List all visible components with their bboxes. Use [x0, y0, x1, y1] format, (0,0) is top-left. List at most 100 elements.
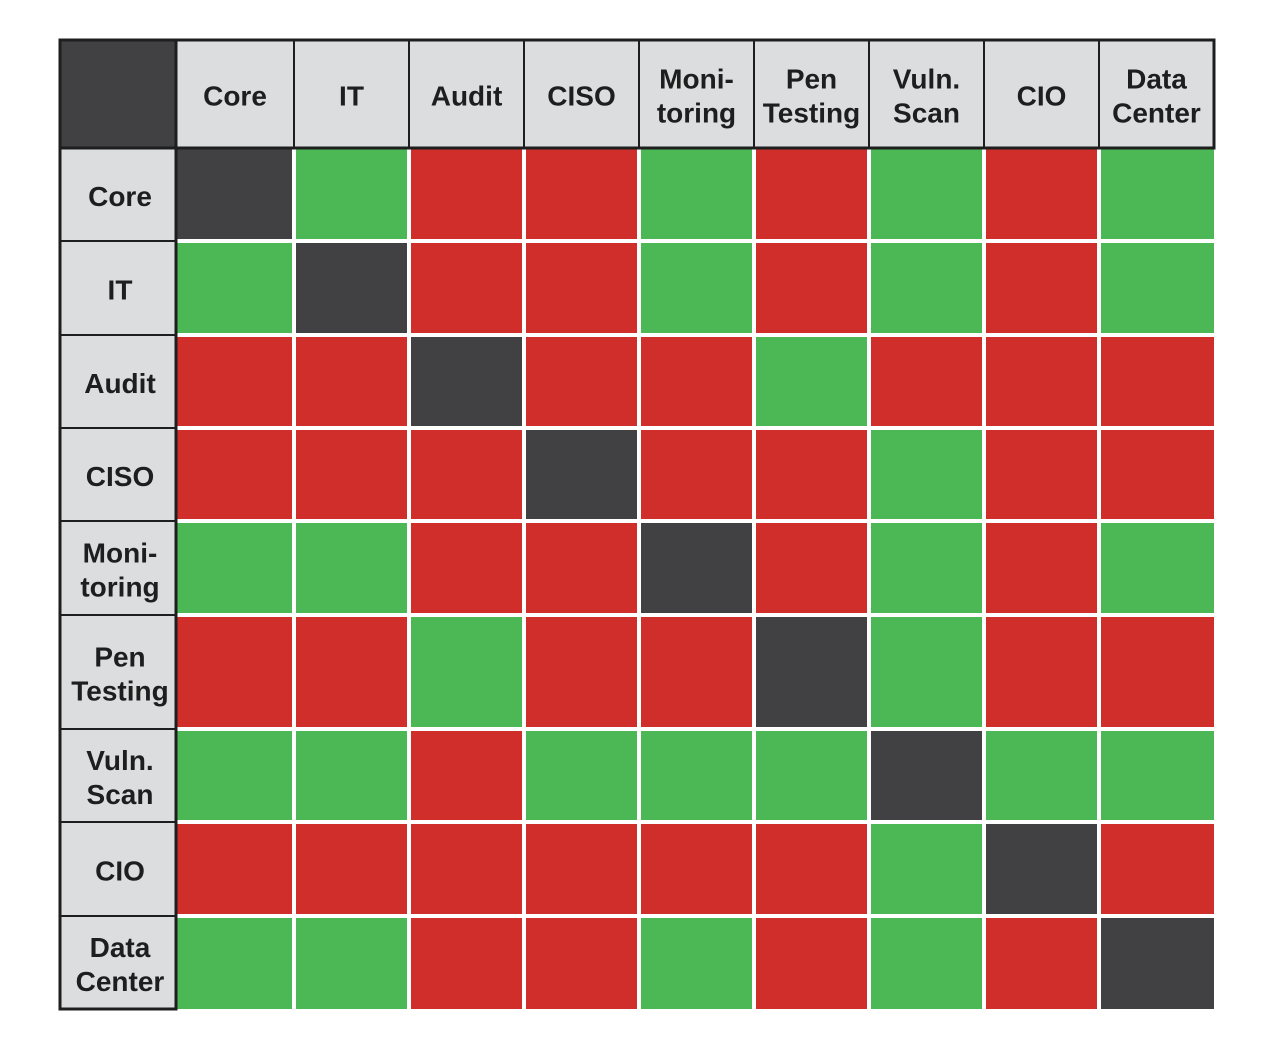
matrix-cell-red	[296, 617, 407, 727]
corner-cell	[60, 40, 176, 148]
matrix-cell-green	[756, 337, 867, 426]
matrix-cell-green	[871, 523, 982, 613]
matrix-cell-green	[411, 617, 522, 727]
diagonal-cell	[871, 731, 982, 820]
column-header-cell	[753, 39, 870, 149]
matrix-cell-green	[296, 523, 407, 613]
matrix-cell-red	[1101, 337, 1214, 426]
matrix-cell-red	[526, 243, 637, 333]
matrix-cell-red	[986, 243, 1097, 333]
matrix-cell-green	[1101, 243, 1214, 333]
matrix-cell-red	[986, 337, 1097, 426]
matrix-cell-green	[871, 918, 982, 1009]
diagonal-cell	[411, 337, 522, 426]
diagonal-cell	[641, 523, 752, 613]
column-header-label: Data	[1126, 64, 1187, 95]
matrix-cell-red	[526, 824, 637, 914]
matrix-cell-red	[176, 337, 292, 426]
matrix-cell-red	[641, 430, 752, 519]
matrix-cell-red	[526, 617, 637, 727]
matrix-cell-red	[756, 430, 867, 519]
row-header-label: Audit	[84, 368, 156, 399]
row-header-label: IT	[108, 275, 133, 306]
row-header-label: Vuln.	[86, 745, 153, 776]
matrix-cell-green	[641, 243, 752, 333]
column-header-cell	[293, 39, 410, 149]
matrix-cell-red	[756, 148, 867, 239]
diagonal-cell	[1101, 918, 1214, 1009]
row-header-label: Data	[90, 932, 151, 963]
matrix-cell-green	[296, 731, 407, 820]
row-header-label: Pen	[94, 642, 145, 673]
column-header-label: Pen	[786, 64, 837, 95]
matrix-cell-green	[296, 918, 407, 1009]
matrix-cell-red	[526, 918, 637, 1009]
row-header-cell	[59, 147, 177, 242]
matrix-cell-red	[411, 731, 522, 820]
matrix-cell-red	[1101, 824, 1214, 914]
row-header-label: CISO	[86, 461, 154, 492]
matrix-cell-red	[526, 148, 637, 239]
matrix-cell-green	[176, 243, 292, 333]
matrix-cell-red	[296, 430, 407, 519]
row-header-label: Testing	[71, 676, 168, 707]
matrix-cell-red	[411, 523, 522, 613]
column-header-label: IT	[339, 81, 364, 112]
column-header-cell	[983, 39, 1100, 149]
matrix-cell-red	[526, 523, 637, 613]
row-header-label: Core	[88, 181, 152, 212]
matrix-cell-green	[871, 617, 982, 727]
row-header-frame	[58, 38, 178, 1011]
matrix-cell-green	[756, 731, 867, 820]
matrix-cell-green	[176, 731, 292, 820]
matrix-cell-red	[986, 617, 1097, 727]
matrix-cell-red	[986, 430, 1097, 519]
column-header-label: Core	[203, 81, 267, 112]
matrix-cell-green	[641, 148, 752, 239]
diagonal-cell	[986, 824, 1097, 914]
column-header-label: Scan	[893, 98, 960, 129]
matrix-cell-green	[176, 523, 292, 613]
row-header-label: toring	[80, 572, 159, 603]
matrix-cell-red	[756, 523, 867, 613]
diagonal-cell	[756, 617, 867, 727]
matrix-cell-green	[871, 824, 982, 914]
row-header-cell	[59, 334, 177, 429]
matrix-cell-red	[756, 243, 867, 333]
matrix-cell-red	[641, 617, 752, 727]
column-header-label: Moni-	[659, 64, 734, 95]
diagonal-cell	[176, 148, 292, 239]
matrix-cell-green	[1101, 731, 1214, 820]
matrix-cell-red	[641, 337, 752, 426]
matrix-cell-green	[871, 148, 982, 239]
column-header-label: CIO	[1017, 81, 1067, 112]
row-header-label: Center	[76, 966, 165, 997]
column-header-cell	[175, 39, 295, 149]
matrix-cell-green	[296, 148, 407, 239]
row-header-cell	[59, 520, 177, 616]
matrix-cell-green	[871, 243, 982, 333]
column-header-label: Center	[1112, 98, 1201, 129]
matrix-cell-red	[411, 430, 522, 519]
row-header-label: Scan	[87, 779, 154, 810]
row-header-label: CIO	[95, 856, 145, 887]
matrix-cell-green	[641, 731, 752, 820]
column-header-label: toring	[657, 98, 736, 129]
matrix-cell-red	[756, 824, 867, 914]
matrix-cell-red	[526, 337, 637, 426]
diagonal-cell	[296, 243, 407, 333]
matrix-cell-red	[296, 824, 407, 914]
matrix-cell-green	[871, 430, 982, 519]
column-header-label: Audit	[431, 81, 503, 112]
matrix-cell-red	[411, 148, 522, 239]
matrix-cell-red	[176, 824, 292, 914]
matrix-cell-green	[986, 731, 1097, 820]
matrix-cell-red	[176, 430, 292, 519]
matrix-cell-red	[1101, 430, 1214, 519]
matrix-cell-green	[1101, 523, 1214, 613]
matrix-cell-red	[296, 337, 407, 426]
matrix-cell-red	[411, 243, 522, 333]
matrix-cell-red	[986, 918, 1097, 1009]
row-header-label: Moni-	[83, 538, 158, 569]
